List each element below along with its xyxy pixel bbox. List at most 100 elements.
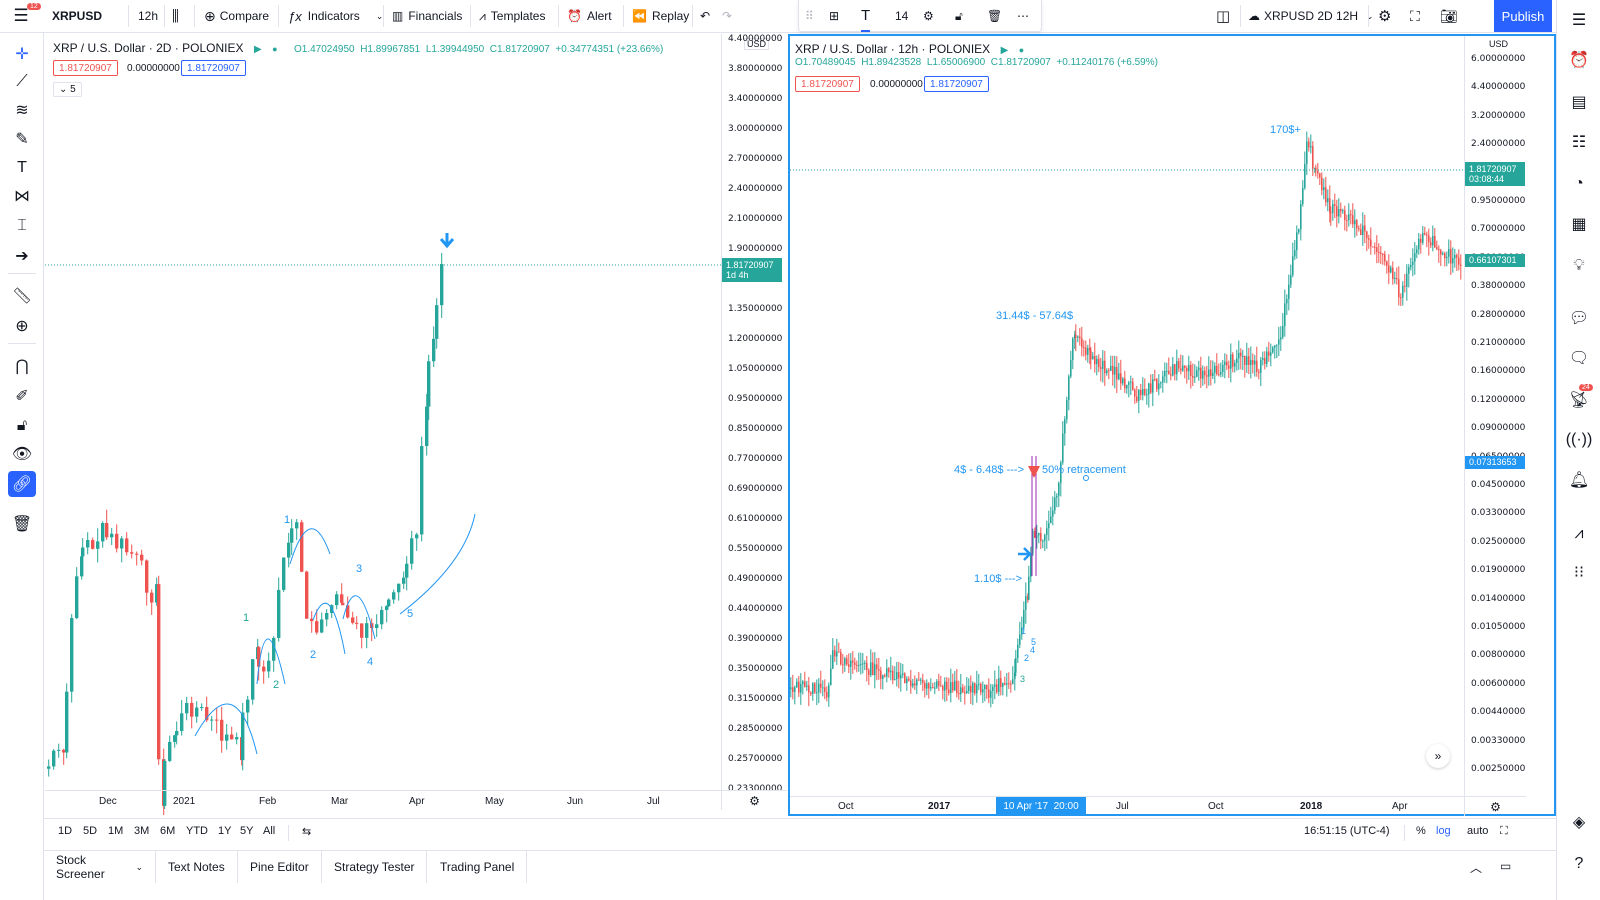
alert-button[interactable]: ⏰ Alert [567,9,612,23]
trash-icon[interactable]: 🗑︎ [987,9,1003,23]
lock-drawings-icon[interactable]: 🔓︎ [16,417,28,434]
left-price-axis[interactable]: USD 4.40000000 3.80000000 3.40000000 3.0000… [721,34,787,810]
range-ytd[interactable]: YTD [186,825,208,837]
ideas-icon[interactable]: 💡︎ [1573,257,1585,274]
buy-price-box[interactable]: 1.81720907 [924,76,989,92]
tab-trading-panel[interactable]: Trading Panel [428,851,528,883]
indicators-button[interactable]: ƒx Indicators ⌄ [288,8,384,24]
prediction-icon[interactable]: ⌶ [17,217,27,234]
eye-icon[interactable]: 👁︎ [11,446,33,463]
text-icon[interactable]: T [17,159,27,176]
trend-line-icon[interactable]: ⟋ [16,73,28,90]
trend-icon[interactable]: ⩘ [1574,525,1584,542]
font-size-selector[interactable]: 14 [895,9,909,23]
currency-label[interactable]: USD [744,38,770,50]
range-1y[interactable]: 1Y [218,825,232,837]
range-all[interactable]: All [263,825,276,837]
fullscreen-icon[interactable]: ⛶ [1410,7,1420,24]
templates-button[interactable]: ⩘ Templates [479,8,546,24]
maximize-panel-icon[interactable]: ▭ [1500,859,1512,873]
left-time-axis[interactable]: Dec 2021 Feb Mar Apr May Jun Jul [45,790,721,810]
right-chart-pane[interactable]: XRP / U.S. Dollar · 12h · POLONIEX ▶ ● O… [788,34,1556,816]
layout-name-button[interactable]: ☁ XRPUSD 2D 12H ⌄ [1248,9,1374,23]
buy-price-box[interactable]: 1.81720907 [181,60,246,76]
data-window-icon[interactable]: ▤ [1571,94,1587,111]
ruler-icon[interactable]: 📏︎ [11,288,33,305]
indicators-collapse-toggle[interactable]: ⌄ 5 [53,82,82,97]
range-6m[interactable]: 6M [160,825,176,837]
financials-button[interactable]: ▥ Financials [392,9,463,23]
chevron-up-icon[interactable]: ︿ [1470,861,1483,875]
hotlist-icon[interactable]: ☷ [1571,134,1587,151]
candle-body [346,605,350,618]
candles-icon[interactable]: ⫼ [172,7,179,25]
right-time-axis[interactable]: Oct 2017 Jul Oct 2018 Apr 10 Apr '17 20:… [790,796,1464,816]
range-5y[interactable]: 5Y [240,825,254,837]
sell-price-box[interactable]: 1.81720907 [53,60,118,76]
calculator-icon[interactable]: ▦ [1571,216,1587,233]
layout-select-icon[interactable]: ◫ [1216,8,1231,25]
tab-strategy-tester[interactable]: Strategy Tester [322,851,428,883]
tab-stock-screener[interactable]: Stock Screener ⌄ [44,851,156,883]
settings-icon[interactable]: ⚙ [1464,796,1526,816]
scroll-to-realtime-icon[interactable]: » [1426,744,1450,768]
template-icon[interactable]: ⊞ [829,9,840,23]
notifications-icon[interactable]: 🔔︎ [1568,472,1590,489]
left-chart-pane[interactable]: XRP / U.S. Dollar · 2D · POLONIEX ▶ ● O1… [45,34,787,830]
tab-pine-editor[interactable]: Pine Editor [238,851,322,883]
range-3m[interactable]: 3M [134,825,150,837]
sell-price-box[interactable]: 1.81720907 [795,76,860,92]
log-toggle[interactable]: log [1436,825,1451,837]
help-icon[interactable]: ? [1574,855,1584,872]
currency-label[interactable]: USD [1489,39,1509,49]
link-icon[interactable]: 🔗︎ [8,471,36,497]
broadcast-icon[interactable]: ((·)) [1565,431,1593,448]
pattern-icon[interactable]: ⋈ [14,188,30,205]
drag-handle-icon[interactable]: ⠿ [805,9,814,23]
calendar-icon[interactable]: ◔ [1574,175,1584,192]
chat-icon[interactable]: 💬︎ [1568,310,1590,327]
settings-icon[interactable]: ⚙ [721,790,787,810]
candle-body [1164,370,1166,377]
range-5d[interactable]: 5D [83,825,98,837]
lock-icon[interactable]: 🔓︎ [955,8,963,23]
messages-icon[interactable]: 🗨︎ [1568,350,1590,367]
crosshair-icon[interactable]: ✛ [15,46,29,63]
undo-icon[interactable]: ↶ [700,9,711,23]
candle-body [798,681,800,693]
menu-button[interactable]: ☰ 12 [8,0,41,32]
redo-icon[interactable]: ↷ [722,9,733,23]
go-to-date-icon[interactable]: ⇆ [302,826,312,838]
settings-icon[interactable]: ⚙ [923,9,934,23]
order-panel-icon[interactable]: ⁝⁝ [1573,564,1585,581]
auto-toggle[interactable]: auto [1467,825,1489,837]
publish-button[interactable]: Publish [1494,0,1552,32]
arrow-icon[interactable]: ➔ [15,248,29,265]
compare-button[interactable]: ⊕ Compare [204,7,270,24]
range-1m[interactable]: 1M [108,825,124,837]
chart-settings-icon[interactable]: ⚙ [1378,8,1392,25]
fib-icon[interactable]: ≋ [15,102,29,119]
streams-icon[interactable]: 📡︎ 24 [1567,384,1593,412]
percent-toggle[interactable]: % [1416,825,1426,837]
replay-button[interactable]: ⏪ Replay [632,9,690,23]
candle-body [1296,232,1298,251]
fullscreen-icon[interactable]: ⛶ [1500,825,1508,837]
tab-text-notes[interactable]: Text Notes [156,851,238,883]
right-price-axis[interactable]: USD 6.00000000 4.40000000 3.20000000 2.4000… [1464,36,1526,796]
magnet-icon[interactable]: ⋂ [15,358,29,375]
zoom-in-icon[interactable]: ⊕ [15,318,29,335]
brush-icon[interactable]: ✎ [15,131,29,148]
watchlist-icon[interactable]: ☰ [1571,12,1587,29]
camera-icon[interactable]: 📷︎ [1440,7,1458,24]
range-1d[interactable]: 1D [58,825,73,837]
more-icon[interactable]: ⋯ [1017,9,1029,23]
interval-selector[interactable]: 12h [138,9,159,23]
stay-in-drawing-icon[interactable]: ✐ [15,388,29,405]
alerts-icon[interactable]: ⏰ [1569,52,1589,69]
clock-timezone[interactable]: 16:51:15 (UTC-4) [1304,825,1390,837]
layers-icon[interactable]: ◈ [1572,814,1586,831]
symbol-search[interactable]: XRPUSD [52,9,103,23]
text-color-icon[interactable]: T [861,0,871,32]
trash-icon[interactable]: 🗑︎ [11,516,33,533]
